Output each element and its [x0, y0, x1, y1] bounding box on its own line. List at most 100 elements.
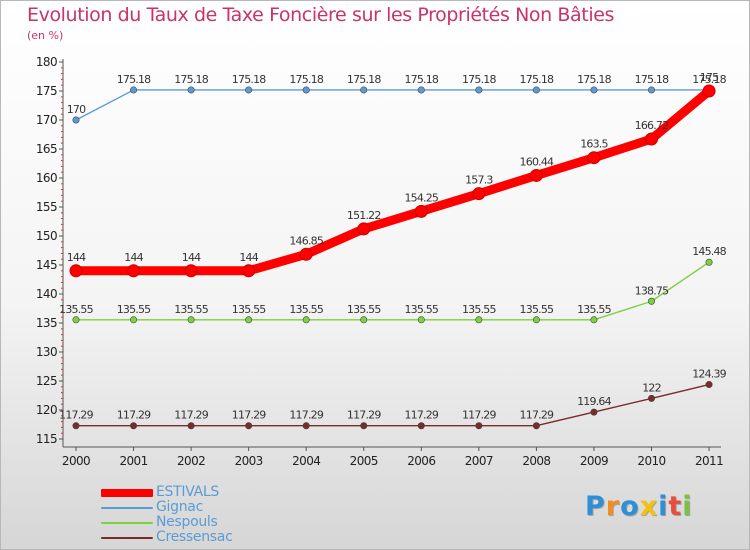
data-label-gignac: 175.18: [174, 73, 208, 86]
data-point-estivals: [414, 204, 428, 218]
data-label-gignac: 175.18: [520, 73, 554, 86]
data-point-gignac: [130, 86, 138, 94]
legend-label-gignac: Gignac: [156, 499, 203, 515]
data-label-nespouls: 135.55: [289, 303, 323, 316]
data-label-estivals: 166.72: [635, 119, 669, 132]
data-label-gignac: 175.18: [347, 73, 381, 86]
x-tick-label: 2000: [62, 454, 90, 468]
y-tick-label: 155: [36, 200, 57, 214]
data-label-gignac: 175.18: [289, 73, 323, 86]
data-label-nespouls: 135.55: [117, 303, 151, 316]
data-label-nespouls: 135.55: [174, 303, 208, 316]
data-point-cressensac: [475, 422, 483, 430]
data-label-gignac: 175.18: [577, 73, 611, 86]
logo-letter: i: [682, 491, 693, 522]
data-label-gignac: 175.18: [635, 73, 669, 86]
series-line-nespouls: [75, 261, 710, 321]
data-point-cressensac: [532, 422, 540, 430]
data-point-gignac: [302, 86, 310, 94]
data-point-nespouls: [590, 316, 598, 324]
data-point-nespouls: [360, 316, 368, 324]
data-point-nespouls: [417, 316, 425, 324]
y-tick-label: 140: [36, 287, 57, 301]
legend-label-nespouls: Nespouls: [156, 514, 218, 530]
data-point-estivals: [69, 264, 83, 278]
data-label-cressensac: 117.29: [289, 409, 323, 422]
y-tick-label: 120: [36, 403, 57, 417]
data-label-estivals: 163.5: [580, 138, 608, 151]
data-label-cressensac: 117.29: [59, 409, 93, 422]
data-label-cressensac: 119.64: [577, 395, 611, 408]
x-tick-label: 2011: [695, 454, 723, 468]
y-tick-label: 130: [36, 345, 57, 359]
data-point-gignac: [532, 86, 540, 94]
data-point-estivals: [242, 264, 256, 278]
data-label-cressensac: 117.29: [462, 409, 496, 422]
y-tick-label: 125: [36, 374, 57, 388]
legend-swatch-nespouls: [101, 522, 153, 524]
data-point-nespouls: [532, 316, 540, 324]
data-point-cressensac: [187, 422, 195, 430]
data-label-estivals: 160.44: [520, 155, 554, 168]
data-label-nespouls: 135.55: [404, 303, 438, 316]
x-tick-label: 2005: [350, 454, 378, 468]
data-label-gignac: 175.18: [692, 73, 726, 86]
data-point-estivals: [299, 247, 313, 261]
data-label-cressensac: 117.29: [404, 409, 438, 422]
data-point-estivals: [357, 222, 371, 236]
data-point-cressensac: [302, 422, 310, 430]
y-tick-label: 165: [36, 142, 57, 156]
data-label-nespouls: 135.55: [232, 303, 266, 316]
data-label-estivals: 144: [67, 251, 86, 264]
chart-subtitle: (en %): [27, 29, 64, 42]
legend-label-cressensac: Cressensac: [156, 529, 233, 545]
proxiti-logo: Proxiti: [585, 491, 693, 522]
data-label-cressensac: 124.39: [692, 368, 726, 381]
data-point-gignac: [187, 86, 195, 94]
data-point-cressensac: [130, 422, 138, 430]
x-tick-label: 2010: [637, 454, 665, 468]
data-point-estivals: [645, 132, 658, 146]
y-tick-label: 150: [36, 229, 57, 243]
x-tick-label: 2003: [235, 454, 263, 468]
x-tick-label: 2004: [292, 454, 320, 468]
data-label-gignac: 170: [67, 103, 86, 116]
x-tick-label: 2009: [580, 454, 608, 468]
y-tick-label: 170: [36, 113, 57, 127]
legend-label-estivals: ESTIVALS: [156, 484, 219, 500]
data-point-cressensac: [245, 422, 253, 430]
logo-letter: P: [585, 491, 606, 522]
x-tick-label: 2008: [522, 454, 550, 468]
data-point-cressensac: [417, 422, 425, 430]
y-tick-label: 135: [36, 316, 57, 330]
data-label-estivals: 144: [182, 251, 201, 264]
data-label-cressensac: 117.29: [347, 409, 381, 422]
data-point-estivals: [184, 264, 198, 278]
data-point-nespouls: [475, 316, 483, 324]
series-line-cressensac: [75, 383, 710, 427]
data-point-nespouls: [647, 297, 655, 305]
logo-letter: r: [605, 491, 621, 522]
data-point-nespouls: [302, 316, 310, 324]
data-label-estivals: 146.85: [289, 234, 323, 247]
data-point-nespouls: [72, 316, 80, 324]
data-point-gignac: [245, 86, 253, 94]
data-label-cressensac: 122: [642, 381, 661, 394]
data-label-gignac: 175.18: [117, 73, 151, 86]
y-tick-label: 115: [36, 432, 57, 446]
data-point-gignac: [647, 86, 655, 94]
data-label-nespouls: 135.55: [59, 303, 93, 316]
data-label-nespouls: 135.55: [462, 303, 496, 316]
data-label-estivals: 144: [239, 251, 258, 264]
data-point-cressensac: [360, 422, 368, 430]
data-point-nespouls: [245, 316, 253, 324]
x-tick-label: 2001: [119, 454, 147, 468]
y-tick-label: 160: [36, 171, 57, 185]
series-line-gignac: [75, 89, 710, 121]
logo-letter: t: [668, 491, 683, 522]
data-point-gignac: [590, 86, 598, 94]
y-tick-label: 145: [36, 258, 57, 272]
data-label-nespouls: 135.55: [347, 303, 381, 316]
chart-title: Evolution du Taux de Taxe Foncière sur l…: [27, 4, 615, 26]
data-point-gignac: [360, 86, 368, 94]
